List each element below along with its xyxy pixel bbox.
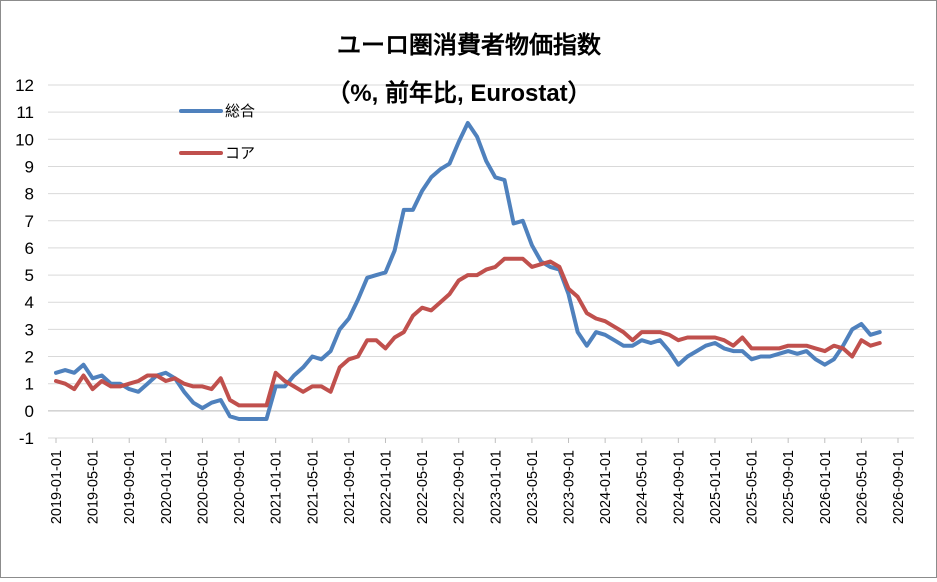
y-tick-label: 6 (25, 239, 34, 258)
x-tick-label: 2021-01-01 (269, 450, 285, 524)
y-tick-label: 12 (15, 76, 34, 95)
x-tick-label: 2026-09-01 (891, 450, 907, 524)
series-line-1 (54, 121, 882, 421)
y-tick-label: 10 (15, 130, 34, 149)
x-tick-label: 2025-01-01 (708, 450, 724, 524)
x-tick-label: 2026-05-01 (854, 450, 870, 524)
y-tick-label: 7 (25, 212, 34, 231)
y-tick-label: 5 (25, 266, 34, 285)
chart-subtitle: （%, 前年比, Eurostat） (326, 79, 591, 107)
x-tick-label: 2024-05-01 (635, 450, 651, 524)
x-tick-label: 2020-09-01 (232, 450, 248, 524)
x-tick-label: 2023-09-01 (562, 450, 578, 524)
series-lines (54, 121, 882, 421)
x-tick-label: 2024-09-01 (671, 450, 687, 524)
y-tick-label: 11 (16, 103, 34, 122)
y-tick-label: 0 (25, 402, 34, 421)
x-tick-label: 2022-05-01 (415, 450, 431, 524)
x-tick-label: 2020-05-01 (195, 450, 211, 524)
x-tick-label: 2025-05-01 (745, 450, 761, 524)
y-tick-label: 8 (25, 185, 34, 204)
y-tick-label: 9 (25, 157, 34, 176)
legend-label: コア (225, 145, 255, 162)
x-tick-label: 2021-05-01 (305, 450, 321, 524)
series-line-2 (54, 256, 882, 408)
x-tick-label: 2024-01-01 (598, 450, 614, 524)
x-tick-label: 2025-09-01 (781, 450, 797, 524)
y-tick-label: -1 (19, 429, 34, 448)
x-tick-label: 2022-09-01 (452, 450, 468, 524)
x-axis: 2019-01-01 2019-05-01 2019-09-01 2020-01-01… (48, 410, 914, 524)
x-tick-label: 2023-05-01 (525, 450, 541, 524)
x-tick-label: 2022-01-01 (378, 450, 394, 524)
x-tick-label: 2021-09-01 (342, 450, 358, 524)
y-tick-label: 2 (25, 348, 34, 367)
chart-title: ユーロ圏消費者物価指数 (337, 31, 602, 59)
y-tick-label: 4 (25, 293, 34, 312)
x-tick-label: 2019-05-01 (86, 450, 102, 524)
x-tick-label: 2026-01-01 (818, 450, 834, 524)
grid (48, 84, 914, 439)
y-tick-label: 1 (25, 375, 34, 394)
x-tick-label: 2019-01-01 (49, 450, 65, 524)
legend-label: 総合 (225, 103, 255, 120)
x-tick-label: 2020-01-01 (159, 450, 175, 524)
x-tick-label: 2023-01-01 (488, 450, 504, 524)
x-tick-label: 2019-09-01 (122, 450, 138, 524)
y-tick-label: 3 (25, 320, 34, 339)
